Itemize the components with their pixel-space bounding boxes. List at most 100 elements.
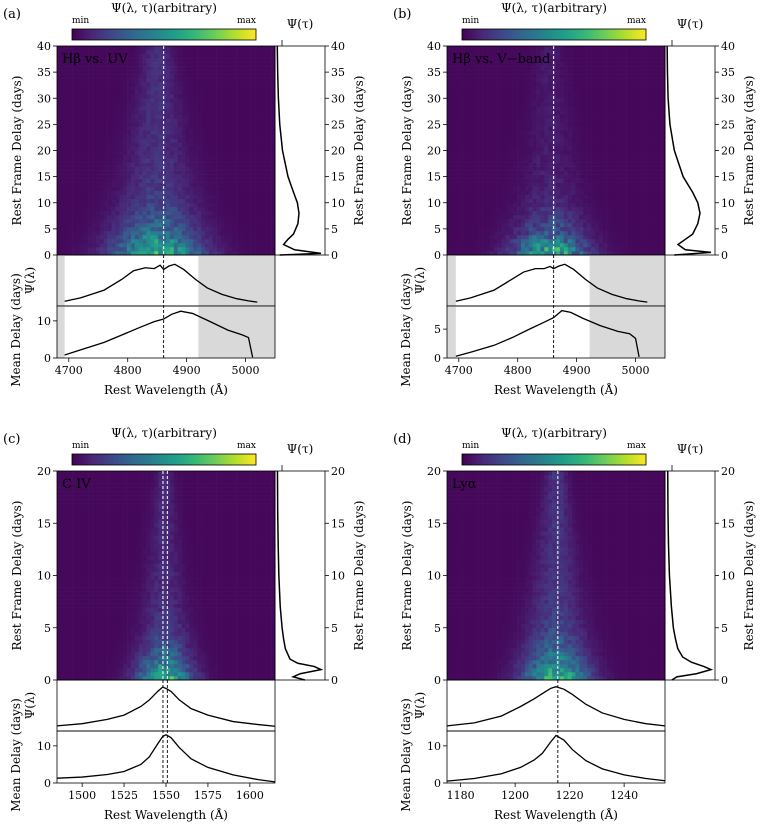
heatmap-cell — [466, 150, 471, 155]
heatmap-cell — [92, 94, 97, 99]
heatmap-cell — [606, 202, 611, 208]
heatmap-cell — [64, 150, 69, 155]
heatmap-cell — [454, 134, 459, 139]
heatmap-cell — [76, 210, 81, 216]
heatmap-cell — [239, 206, 245, 212]
heatmap-cell — [579, 174, 584, 179]
heatmap-cell — [243, 98, 249, 103]
heatmap-cell — [497, 166, 502, 171]
heatmap-cell — [154, 206, 159, 212]
heatmap-cell — [84, 210, 89, 216]
heatmap-cell — [501, 126, 506, 131]
heatmap-cell — [68, 74, 73, 79]
heatmap-cell — [633, 202, 639, 208]
heatmap-cell — [501, 162, 506, 167]
heatmap-cell — [556, 246, 561, 252]
heatmap-cell — [208, 206, 214, 212]
heatmap-cell — [263, 138, 268, 143]
heatmap-cell — [489, 118, 495, 123]
heatmap-cell — [216, 122, 221, 127]
heatmap-cell — [259, 94, 264, 99]
heatmap-cell — [111, 170, 116, 175]
heatmap-cell — [263, 102, 268, 107]
heatmap-cell — [594, 238, 600, 244]
heatmap-cell — [201, 214, 206, 220]
heatmap-cell — [201, 102, 206, 107]
heatmap-cell — [146, 210, 151, 216]
heatmap-cell — [247, 62, 252, 67]
heatmap-cell — [239, 214, 245, 220]
heatmap-cell — [208, 178, 214, 183]
heatmap-cell — [447, 234, 452, 240]
heatmap-cell — [193, 242, 198, 248]
heatmap-cell — [76, 74, 81, 79]
heatmap-cell — [587, 230, 592, 236]
heatmap-cell — [228, 210, 233, 216]
heatmap-cell — [255, 162, 260, 167]
heatmap-cell — [150, 234, 155, 240]
heatmap-cell — [645, 178, 650, 183]
heatmap-cell — [458, 118, 463, 123]
heatmap-cell — [251, 98, 256, 103]
heatmap-cell — [482, 202, 487, 208]
heatmap-cell — [169, 218, 175, 224]
heatmap-cell — [193, 194, 198, 200]
heatmap-cell — [255, 50, 260, 55]
heatmap-cell — [162, 246, 167, 252]
heatmap-cell — [610, 250, 615, 256]
heatmap-cell — [552, 186, 557, 191]
heatmap-cell — [127, 126, 132, 131]
heatmap-cell — [251, 170, 256, 175]
heatmap-cell — [72, 114, 77, 119]
heatmap-cell — [571, 190, 576, 196]
heatmap-cell — [127, 74, 132, 79]
heatmap-cell — [146, 214, 151, 220]
heatmap-cell — [123, 194, 128, 200]
heatmap-cell — [142, 250, 147, 256]
heatmap-cell — [263, 146, 268, 151]
heatmap-cell — [127, 186, 132, 191]
heatmap-cell — [220, 166, 225, 171]
heatmap-cell — [247, 242, 252, 248]
heatmap-cell — [482, 138, 487, 143]
heatmap-cell — [162, 162, 167, 167]
heatmap-cell — [60, 186, 66, 191]
heatmap-cell — [197, 166, 202, 171]
heatmap-cell — [212, 142, 217, 147]
heatmap-cell — [232, 58, 237, 63]
heatmap-cell — [158, 94, 163, 99]
heatmap-cell — [204, 242, 210, 248]
heatmap-cell — [517, 118, 522, 123]
heatmap-cell — [189, 158, 194, 163]
heatmap-cell — [536, 242, 541, 248]
heatmap-cell — [177, 206, 182, 212]
heatmap-cell — [524, 146, 530, 151]
heatmap-cell — [208, 242, 214, 248]
heatmap-cell — [610, 114, 615, 119]
heatmap-cell — [239, 142, 245, 147]
heatmap-cell — [450, 182, 456, 187]
heatmap-cell — [509, 146, 514, 151]
heatmap-cell — [493, 162, 498, 167]
heatmap-cell — [563, 206, 568, 212]
heatmap-cell — [575, 146, 580, 151]
heatmap-cell — [575, 122, 580, 127]
heatmap-cell — [189, 130, 194, 135]
heatmap-cell — [482, 122, 487, 127]
heatmap-cell — [99, 186, 105, 191]
heatmap-cell — [267, 170, 272, 175]
heatmap-cell — [57, 162, 62, 167]
heatmap-cell — [123, 70, 128, 75]
heatmap-cell — [251, 198, 256, 204]
heatmap-cell — [641, 238, 646, 244]
heatmap-cell — [458, 114, 463, 119]
heatmap-cell — [162, 78, 167, 83]
heatmap-cell — [189, 246, 194, 252]
heatmap-cell — [80, 94, 85, 99]
heatmap-cell — [645, 242, 650, 248]
heatmap-cell — [64, 166, 69, 171]
heatmap-cell — [64, 198, 69, 204]
heatmap-cell — [567, 158, 572, 163]
heatmap-cell — [474, 162, 479, 167]
heatmap-cell — [236, 182, 241, 187]
